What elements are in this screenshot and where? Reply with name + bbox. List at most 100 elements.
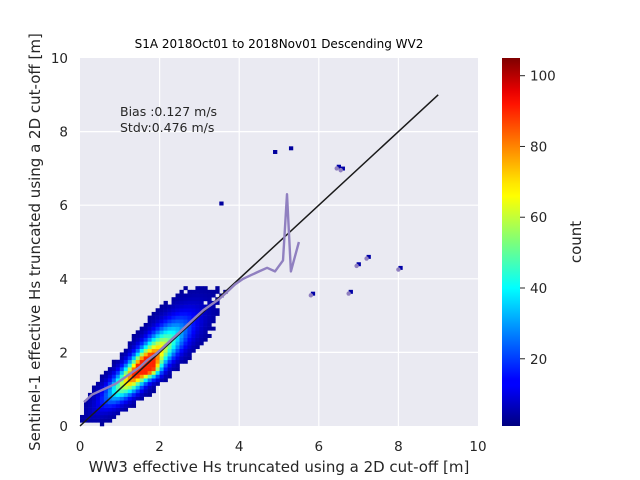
heatmap-cell <box>115 385 121 390</box>
heatmap-cell <box>151 322 156 327</box>
heatmap-cell <box>127 403 133 408</box>
heatmap-cell <box>195 341 200 346</box>
outlier-cell <box>366 254 371 259</box>
heatmap-cell <box>207 300 212 305</box>
heatmap-cell <box>135 337 140 342</box>
heatmap-cell <box>143 389 148 394</box>
heatmap-cell <box>175 308 180 313</box>
heatmap-cell <box>131 370 137 375</box>
heatmap-cell <box>187 315 192 320</box>
heatmap-cell <box>199 319 204 324</box>
heatmap-cell <box>203 319 208 324</box>
heatmap-cell <box>139 392 144 397</box>
heatmap-cell <box>123 407 129 412</box>
heatmap-cell <box>135 330 140 335</box>
heatmap-cell <box>111 389 117 394</box>
heatmap-cell <box>167 304 172 309</box>
heatmap-cell <box>183 319 188 324</box>
colorbar-tick-label: 100 <box>530 69 556 85</box>
heatmap-cell <box>131 367 137 372</box>
heatmap-cell <box>195 345 200 350</box>
heatmap-cell <box>131 396 137 401</box>
identity-line <box>79 94 439 427</box>
heatmap-cell <box>175 341 180 346</box>
heatmap-cell <box>147 378 152 383</box>
heatmap-cell <box>175 337 180 342</box>
heatmap-cell <box>167 330 172 335</box>
heatmap-cell <box>179 293 184 298</box>
heatmap-cell <box>147 370 152 375</box>
heatmap-cell <box>95 411 101 416</box>
heatmap-cell <box>175 293 180 298</box>
heatmap-cell <box>107 407 113 412</box>
heatmap-cell <box>99 400 105 405</box>
heatmap-cell <box>103 389 109 394</box>
heatmap-cell <box>111 359 117 364</box>
heatmap-cell <box>191 297 196 302</box>
heatmap-cell <box>139 374 144 379</box>
heatmap-cell <box>127 363 133 368</box>
heatmap-cell <box>207 289 212 294</box>
heatmap-cell <box>151 311 156 316</box>
heatmap-cell <box>187 356 192 361</box>
heatmap-cell <box>191 341 196 346</box>
heatmap-cell <box>107 389 113 394</box>
heatmap-cell <box>147 326 152 331</box>
heatmap-cell <box>179 345 184 350</box>
heatmap-cell <box>99 374 105 379</box>
heatmap-cell <box>179 341 184 346</box>
heatmap-cell <box>167 363 172 368</box>
heatmap-cell <box>167 322 172 327</box>
heatmap-cell <box>199 297 204 302</box>
heatmap-cell <box>167 370 172 375</box>
heatmap-cell <box>187 337 192 342</box>
heatmap-cell <box>147 315 152 320</box>
x-tick-label: 8 <box>394 439 403 455</box>
heatmap-cell <box>155 330 160 335</box>
heatmap-cell <box>103 378 109 383</box>
heatmap-cell <box>111 407 117 412</box>
heatmap-cell <box>151 389 156 394</box>
heatmap-cell <box>147 337 152 342</box>
heatmap-cell <box>147 322 152 327</box>
heatmap-cell <box>199 286 204 291</box>
heatmap-cell <box>127 352 133 357</box>
heatmap-cell <box>179 348 184 353</box>
heatmap-cell <box>123 392 129 397</box>
heatmap-cell <box>123 400 129 405</box>
heatmap-cell <box>163 330 168 335</box>
heatmap-cell <box>151 326 156 331</box>
heatmap-cell <box>103 403 109 408</box>
heatmap-cell <box>139 396 144 401</box>
heatmap-cell <box>187 352 192 357</box>
heatmap-cell <box>123 352 129 357</box>
heatmap-cell <box>175 311 180 316</box>
heatmap-cell <box>191 334 196 338</box>
heatmap-cell <box>195 289 200 294</box>
heatmap-cell <box>151 348 156 353</box>
heatmap-cell <box>163 356 168 361</box>
heatmap-cell <box>135 378 140 383</box>
heatmap-cell <box>99 392 105 397</box>
heatmap-cell <box>163 315 168 320</box>
heatmap-cell <box>155 326 160 331</box>
heatmap-cell <box>127 400 133 405</box>
heatmap-cell <box>107 367 113 372</box>
outlier-mean-dot <box>334 166 339 171</box>
heatmap-cell <box>171 297 176 302</box>
heatmap-cell <box>163 334 168 338</box>
heatmap-cell <box>159 315 164 320</box>
heatmap-cell <box>191 293 196 298</box>
colorbar-tick-label: 80 <box>530 139 547 155</box>
heatmap-cell <box>175 359 180 364</box>
heatmap-cell <box>175 300 180 305</box>
heatmap-cell <box>203 304 208 309</box>
bias-annotation: Bias :0.127 m/s <box>120 104 217 119</box>
x-tick-label: 2 <box>155 439 164 455</box>
heatmap-cell <box>159 370 164 375</box>
heatmap-cell <box>107 392 113 397</box>
heatmap-cell <box>175 356 180 361</box>
heatmap-cell <box>139 326 144 331</box>
heatmap-cell <box>159 378 164 383</box>
heatmap-cell <box>207 297 212 302</box>
